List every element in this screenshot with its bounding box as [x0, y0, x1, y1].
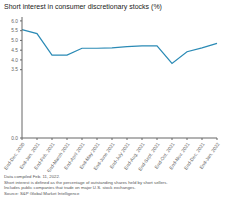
html-text:Data compiled Feb. 11, 2022.: Data compiled Feb. 11, 2022.	[4, 174, 61, 179]
svg-text:End-April 2021: End-April 2021	[63, 141, 86, 171]
svg-text:3.5: 3.5	[11, 67, 18, 72]
svg-text:End-Nov. 2021: End-Nov. 2021	[168, 141, 191, 171]
html-text:Short interest in consumer dis: Short interest in consumer discretionary…	[4, 3, 162, 10]
svg-text:5.5: 5.5	[11, 28, 18, 33]
html-text:Short interest is defined as t: Short interest is defined as the percent…	[4, 179, 168, 185]
svg-text:End-Jan. 2022: End-Jan. 2022	[199, 141, 221, 170]
svg-text:5.0: 5.0	[11, 38, 18, 43]
svg-text:End-Dec. 2020: End-Dec. 2020	[3, 141, 26, 171]
svg-text:End-June 2021: End-June 2021	[92, 141, 116, 172]
svg-text:6.0: 6.0	[11, 19, 18, 24]
svg-text:End-Aug. 2021: End-Aug. 2021	[123, 141, 146, 171]
svg-text:4.0: 4.0	[11, 58, 18, 63]
svg-text:End-Jan. 2021: End-Jan. 2021	[18, 141, 41, 171]
svg-text:End-Dec. 2021: End-Dec. 2021	[183, 141, 206, 171]
html-text:Includes public companies that: Includes public companies that trade on …	[4, 185, 136, 190]
svg-text:4.5: 4.5	[11, 48, 18, 53]
svg-text:End-Oct. 2021: End-Oct. 2021	[153, 141, 176, 170]
svg-text:End-May 2021: End-May 2021	[78, 141, 101, 171]
html-text:Source: S&P Global Market Inte: Source: S&P Global Market Intelligence	[4, 190, 80, 196]
svg-text:End-July 2021: End-July 2021	[108, 141, 131, 170]
svg-text:0.0: 0.0	[11, 136, 18, 141]
svg-text:End-Sept. 2021: End-Sept. 2021	[137, 141, 161, 172]
svg-text:End-Feb. 2021: End-Feb. 2021	[33, 141, 56, 171]
